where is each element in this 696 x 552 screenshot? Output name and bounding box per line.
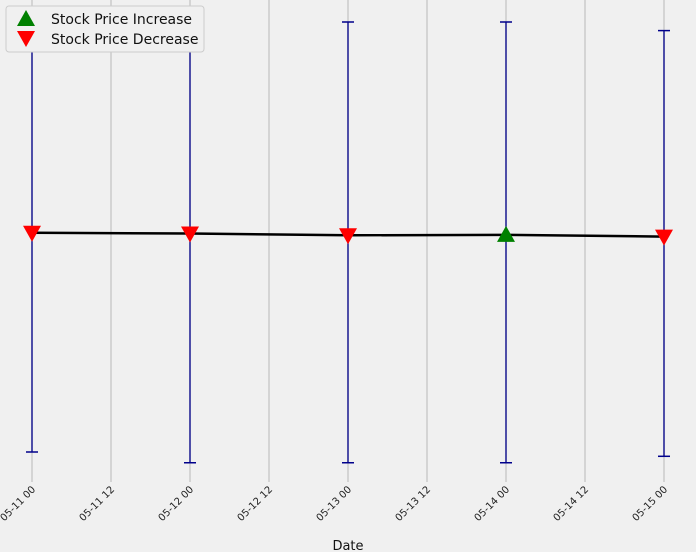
x-tick-label: 05-15 00 — [631, 484, 671, 524]
decrease-marker — [23, 225, 41, 242]
x-tick-label: 05-13 12 — [394, 484, 434, 524]
decrease-marker — [181, 226, 199, 243]
x-tick-label: 05-14 12 — [552, 484, 592, 524]
decrease-marker — [655, 229, 673, 246]
x-tick-label: 05-12 00 — [157, 484, 197, 524]
decrease-marker — [339, 228, 357, 245]
x-axis-label: Date — [332, 539, 363, 552]
x-tick-label: 05-12 12 — [236, 484, 276, 524]
legend-increase-marker — [17, 10, 35, 26]
x-tick-label: 05-11 12 — [78, 484, 118, 524]
x-tick-labels: 05-11 00 05-11 12 05-12 00 05-12 12 05-13 00… — [0, 484, 670, 524]
legend-decrease-label: Stock Price Decrease — [51, 32, 198, 48]
legend: Stock Price Increase Stock Price Decreas… — [5, 5, 205, 53]
x-tick-label: 05-14 00 — [473, 484, 513, 524]
x-tick-label: 05-13 00 — [315, 484, 355, 524]
x-tick-label: 05-11 00 — [0, 484, 38, 524]
legend-increase-label: Stock Price Increase — [51, 12, 192, 28]
increase-marker — [497, 225, 515, 242]
legend-box — [5, 5, 205, 53]
legend-decrease-marker — [17, 31, 35, 47]
markers — [23, 225, 673, 246]
